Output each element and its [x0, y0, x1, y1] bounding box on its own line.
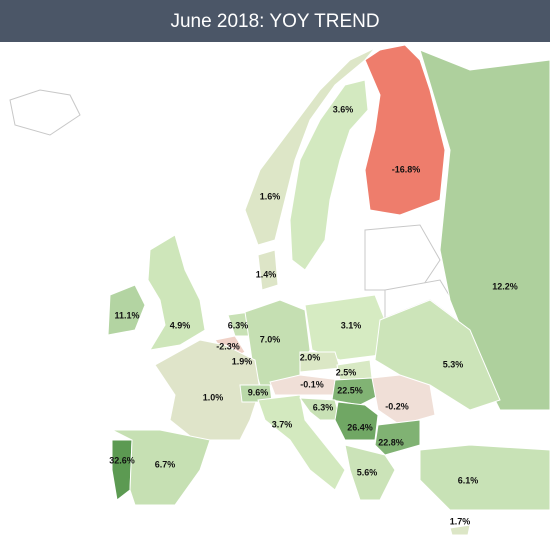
- region: [419, 444, 550, 511]
- region-label: 32.6%: [109, 455, 135, 465]
- region: [374, 299, 501, 411]
- land: [364, 224, 441, 291]
- region-label: 4.9%: [170, 320, 191, 330]
- region: [111, 439, 133, 501]
- region-label: 6.3%: [228, 320, 249, 330]
- region-label: 1.4%: [256, 269, 277, 279]
- region-label: 1.0%: [203, 392, 224, 402]
- region-label: -0.2%: [385, 401, 409, 411]
- region-label: 1.7%: [450, 516, 471, 526]
- region: [257, 394, 346, 491]
- region-label: 9.6%: [248, 387, 269, 397]
- region-label: 3.6%: [333, 104, 354, 114]
- labels: 3.6% 1.6% -16.8% 12.2% 1.4% 11.1% 4.9% 6.3% -2.3…: [109, 104, 518, 526]
- title-bar: [0, 0, 550, 42]
- region-label: -0.1%: [300, 379, 324, 389]
- region-label: 22.5%: [337, 385, 363, 395]
- region-label: 2.0%: [300, 352, 321, 362]
- land: [9, 89, 81, 136]
- region-label: 3.7%: [272, 419, 293, 429]
- region: [334, 401, 379, 441]
- region-label: 12.2%: [492, 281, 518, 291]
- region-label: 11.1%: [114, 310, 139, 320]
- base-land: [9, 89, 471, 331]
- region-label: 5.3%: [443, 359, 464, 369]
- region: [344, 444, 396, 501]
- region: [257, 249, 279, 291]
- region-label: 2.5%: [336, 367, 357, 377]
- region-label: 6.7%: [155, 459, 176, 469]
- region: [364, 44, 446, 216]
- region-label: -2.3%: [216, 341, 240, 351]
- region-label: 1.9%: [232, 356, 253, 366]
- region: [244, 47, 376, 246]
- regions: [107, 44, 550, 536]
- region: [107, 284, 146, 336]
- region-label: 6.1%: [458, 475, 479, 485]
- title: June 2018: YOY TREND: [170, 11, 379, 32]
- region-label: -16.8%: [392, 164, 421, 174]
- region-label: 26.4%: [347, 422, 373, 432]
- region: [154, 339, 261, 441]
- region: [449, 524, 471, 536]
- region-label: 7.0%: [260, 334, 281, 344]
- region: [331, 377, 381, 406]
- region-label: 3.1%: [341, 320, 362, 330]
- region-label: 5.6%: [357, 467, 378, 477]
- region-label: 1.6%: [260, 191, 281, 201]
- region: [374, 419, 421, 456]
- region-label: 6.3%: [313, 402, 334, 412]
- region: [298, 397, 341, 421]
- region: [147, 234, 206, 351]
- region: [289, 79, 369, 271]
- region: [111, 429, 211, 506]
- region-label: 22.8%: [378, 437, 404, 447]
